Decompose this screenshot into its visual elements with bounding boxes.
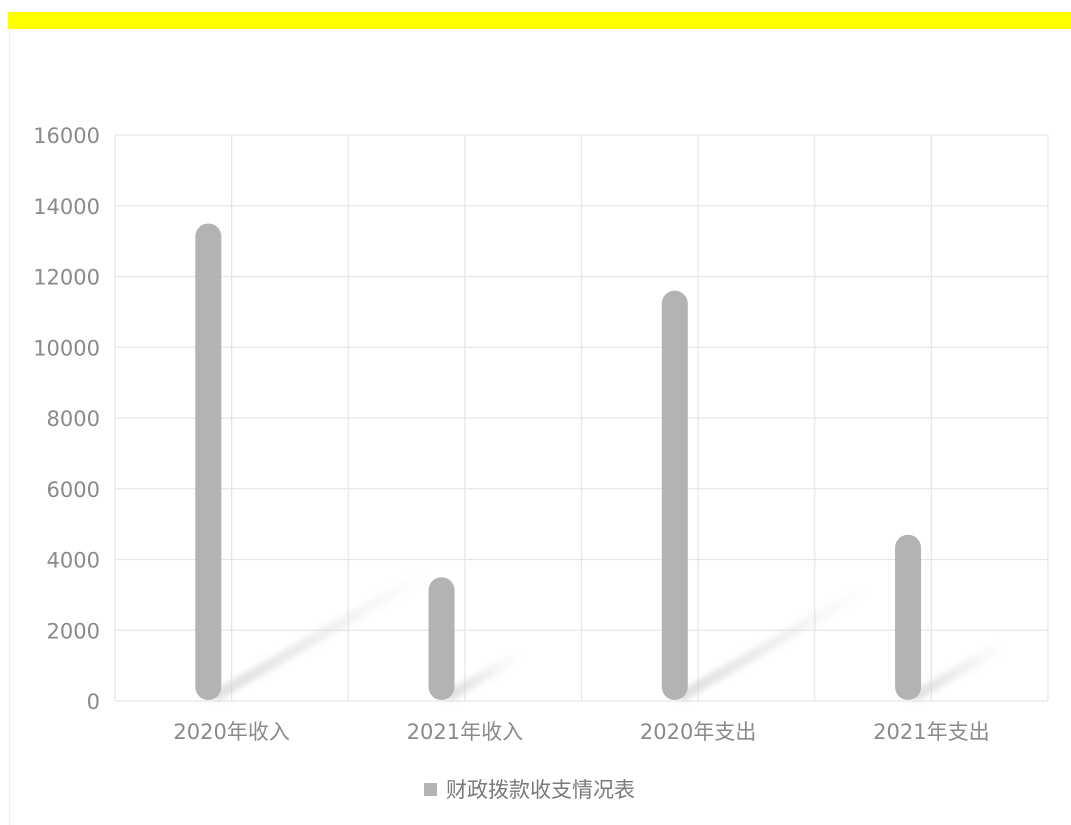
x-category-label: 2021年支出 [873, 720, 989, 744]
y-tick-label: 8000 [47, 407, 100, 431]
y-tick-label: 0 [87, 690, 100, 714]
bar-shadow [211, 568, 433, 701]
y-tick-label: 12000 [33, 266, 100, 290]
y-tick-label: 10000 [33, 336, 100, 360]
bar-shadow [911, 640, 1008, 701]
x-axis-categories: 2020年收入 2021年收入 2020年支出 2021年支出 [173, 720, 989, 744]
bar [895, 534, 922, 700]
legend-swatch [424, 783, 437, 796]
bar-shadows [211, 568, 1008, 701]
legend-label: 财政拨款收支情况表 [446, 778, 635, 802]
legend: 财政拨款收支情况表 [424, 778, 635, 802]
y-tick-label: 6000 [47, 478, 100, 502]
bar [661, 290, 688, 700]
bars [195, 223, 922, 700]
x-category-label: 2021年收入 [407, 720, 523, 744]
x-category-label: 2020年支出 [640, 720, 756, 744]
y-tick-label: 4000 [47, 549, 100, 573]
y-axis-ticks: 0 2000 4000 6000 8000 10000 12000 14000 16000 [33, 124, 100, 714]
y-tick-label: 14000 [33, 195, 100, 219]
bar [428, 577, 455, 700]
y-tick-label: 2000 [47, 619, 100, 643]
y-tick-label: 16000 [33, 124, 100, 148]
x-category-label: 2020年收入 [173, 720, 289, 744]
bar-shadow [445, 649, 525, 701]
grid-lines [114, 134, 1049, 702]
bar [195, 223, 222, 700]
left-border-line [9, 29, 10, 825]
bar-shadow [678, 583, 873, 701]
top-accent-bar [8, 12, 1071, 29]
